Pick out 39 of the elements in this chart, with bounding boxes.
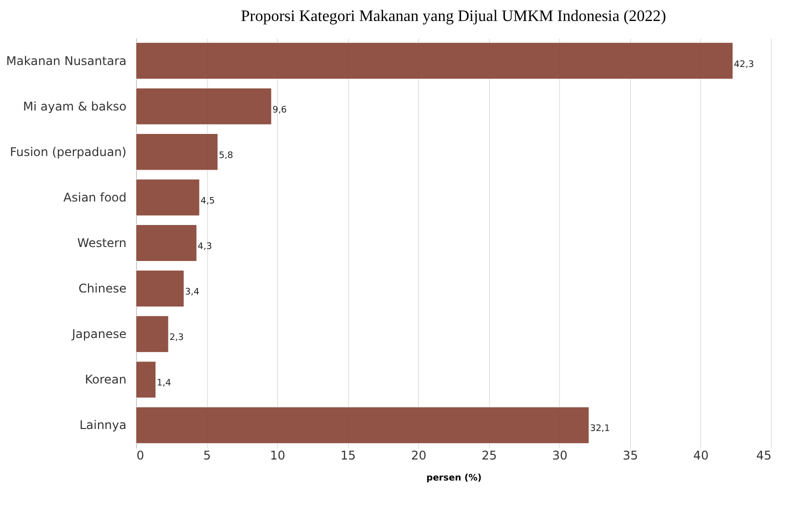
x-tick-label: 15 [340, 448, 356, 462]
y-tick-label: Chinese [78, 282, 126, 296]
bar [136, 88, 272, 125]
bar [136, 361, 156, 398]
bar [136, 406, 590, 444]
bar [136, 316, 169, 353]
data-label: 1,4 [156, 378, 172, 389]
x-tick-label: 45 [756, 448, 772, 462]
y-tick-label: Lainnya [79, 418, 126, 432]
data-label: 3,4 [184, 288, 200, 298]
data-label: 9,6 [272, 105, 288, 116]
data-label: 2,3 [169, 333, 184, 344]
x-tick-label: 40 [693, 448, 709, 462]
x-tick-label: 25 [482, 448, 497, 462]
x-tick-label: 30 [552, 448, 568, 462]
y-tick-label: Western [77, 236, 126, 250]
chart-title: Proporsi Kategori Makanan yang Dijual UMKM Indonesia (2022) [240, 8, 666, 25]
data-label: 4,5 [200, 196, 215, 206]
y-tick-label: Makanan Nusantara [6, 54, 126, 68]
data-label: 5,8 [218, 150, 234, 161]
bar [136, 42, 734, 80]
x-tick-label: 0 [136, 448, 144, 462]
bar [136, 270, 184, 308]
data-label: 4,3 [198, 242, 212, 252]
y-tick-label: Fusion (perpaduan) [10, 144, 126, 159]
x-tick-label: 5 [203, 448, 211, 462]
data-label: 42,3 [734, 60, 754, 70]
data-label: 32,1 [590, 424, 610, 434]
bar [136, 133, 218, 170]
y-tick-label: Mi ayam & bakso [23, 99, 126, 114]
x-tick-label: 35 [622, 448, 638, 462]
y-tick-label: Asian food [63, 190, 126, 204]
x-axis-title: persen (%) [426, 474, 482, 484]
x-tick-label: 20 [411, 448, 426, 462]
bar [136, 224, 197, 262]
y-tick-label: Korean [84, 372, 126, 387]
bar [136, 178, 200, 216]
x-tick-label: 10 [270, 448, 286, 462]
y-tick-label: Japanese [71, 327, 126, 342]
